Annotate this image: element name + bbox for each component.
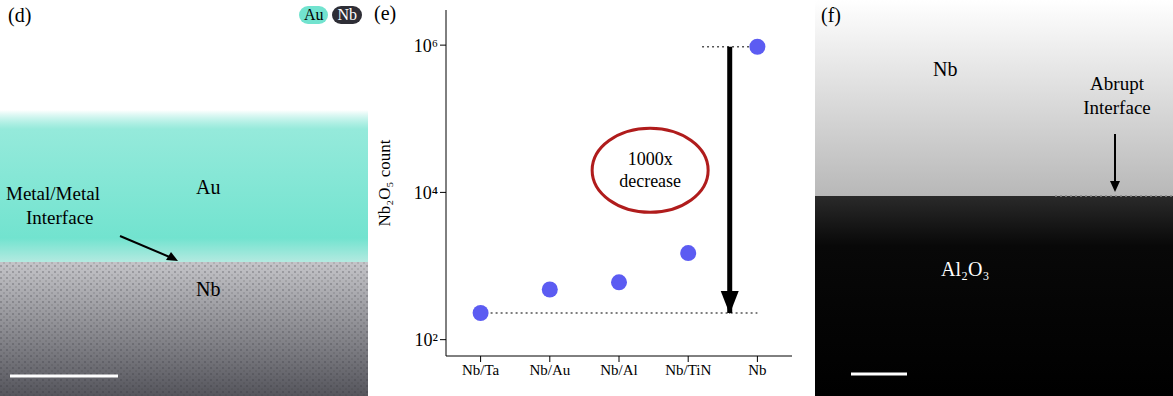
svg-text:10²: 10² [415,330,438,350]
svg-text:Nb/Ta: Nb/Ta [462,362,500,378]
svg-text:Nb₂O₅ count: Nb₂O₅ count [375,139,394,226]
svg-text:Nb/Au: Nb/Au [529,362,570,378]
html-text:Interface: Interface [26,207,94,228]
html-text:Interface: Interface [1083,97,1151,118]
html-text:(e): (e) [374,2,397,24]
svg-text:10⁴: 10⁴ [414,183,438,203]
html-text:Al₂O₃: Al₂O₃ [941,258,990,280]
svg-text:1000x: 1000x [628,149,673,169]
html-text:Nb: Nb [196,278,221,300]
html-text:(d): (d) [8,4,32,26]
html-text:Nb: Nb [933,58,958,80]
html-text:Metal/Metal: Metal/Metal [6,183,100,204]
svg-text:Nb: Nb [748,362,766,378]
html-text:Au: Au [303,6,324,23]
svg-text:10⁶: 10⁶ [414,36,438,56]
svg-text:decrease: decrease [619,171,681,191]
html-text:(f): (f) [821,4,841,26]
svg-text:Nb/Al: Nb/Al [600,362,638,378]
html-text:Abrupt: Abrupt [1090,73,1144,94]
html-text:Nb: Nb [337,6,357,23]
svg-text:Nb/TiN: Nb/TiN [665,362,711,378]
html-text:Au: Au [196,176,221,198]
